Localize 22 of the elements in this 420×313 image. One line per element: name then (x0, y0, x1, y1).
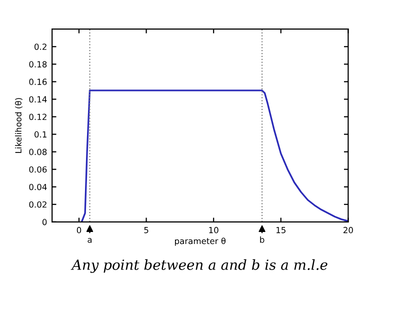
y-axis-title: Likelihood (θ) (14, 98, 22, 153)
y-tick-label: 0.12 (29, 114, 46, 120)
x-tick-label: 10 (209, 226, 218, 234)
x-tick-label: 20 (343, 226, 353, 234)
ref-line-label: b (260, 236, 264, 243)
y-tick-label: 0.1 (34, 131, 46, 138)
x-axis-title: parameter θ (175, 238, 226, 246)
y-tick-label: 0 (42, 218, 47, 226)
y-tick-label: 0.14 (29, 96, 47, 103)
y-tick-label: 0.02 (29, 201, 46, 208)
x-tick-label: 0 (76, 226, 82, 234)
y-tick-label: 0.08 (29, 148, 47, 156)
y-tick-label: 0.2 (34, 44, 46, 50)
y-tick-label: 0.18 (29, 61, 47, 68)
text: Any point between a and b is a m.l.e (70, 259, 328, 273)
y-tick-label: 0.04 (29, 184, 47, 190)
x-tick-label: 5 (144, 227, 148, 234)
y-tick-label: 0.16 (29, 78, 47, 85)
line-series (80, 90, 348, 222)
y-tick-label: 0.06 (29, 166, 47, 173)
x-tick-label: 15 (276, 227, 286, 234)
ref-line-label: a (88, 238, 92, 243)
